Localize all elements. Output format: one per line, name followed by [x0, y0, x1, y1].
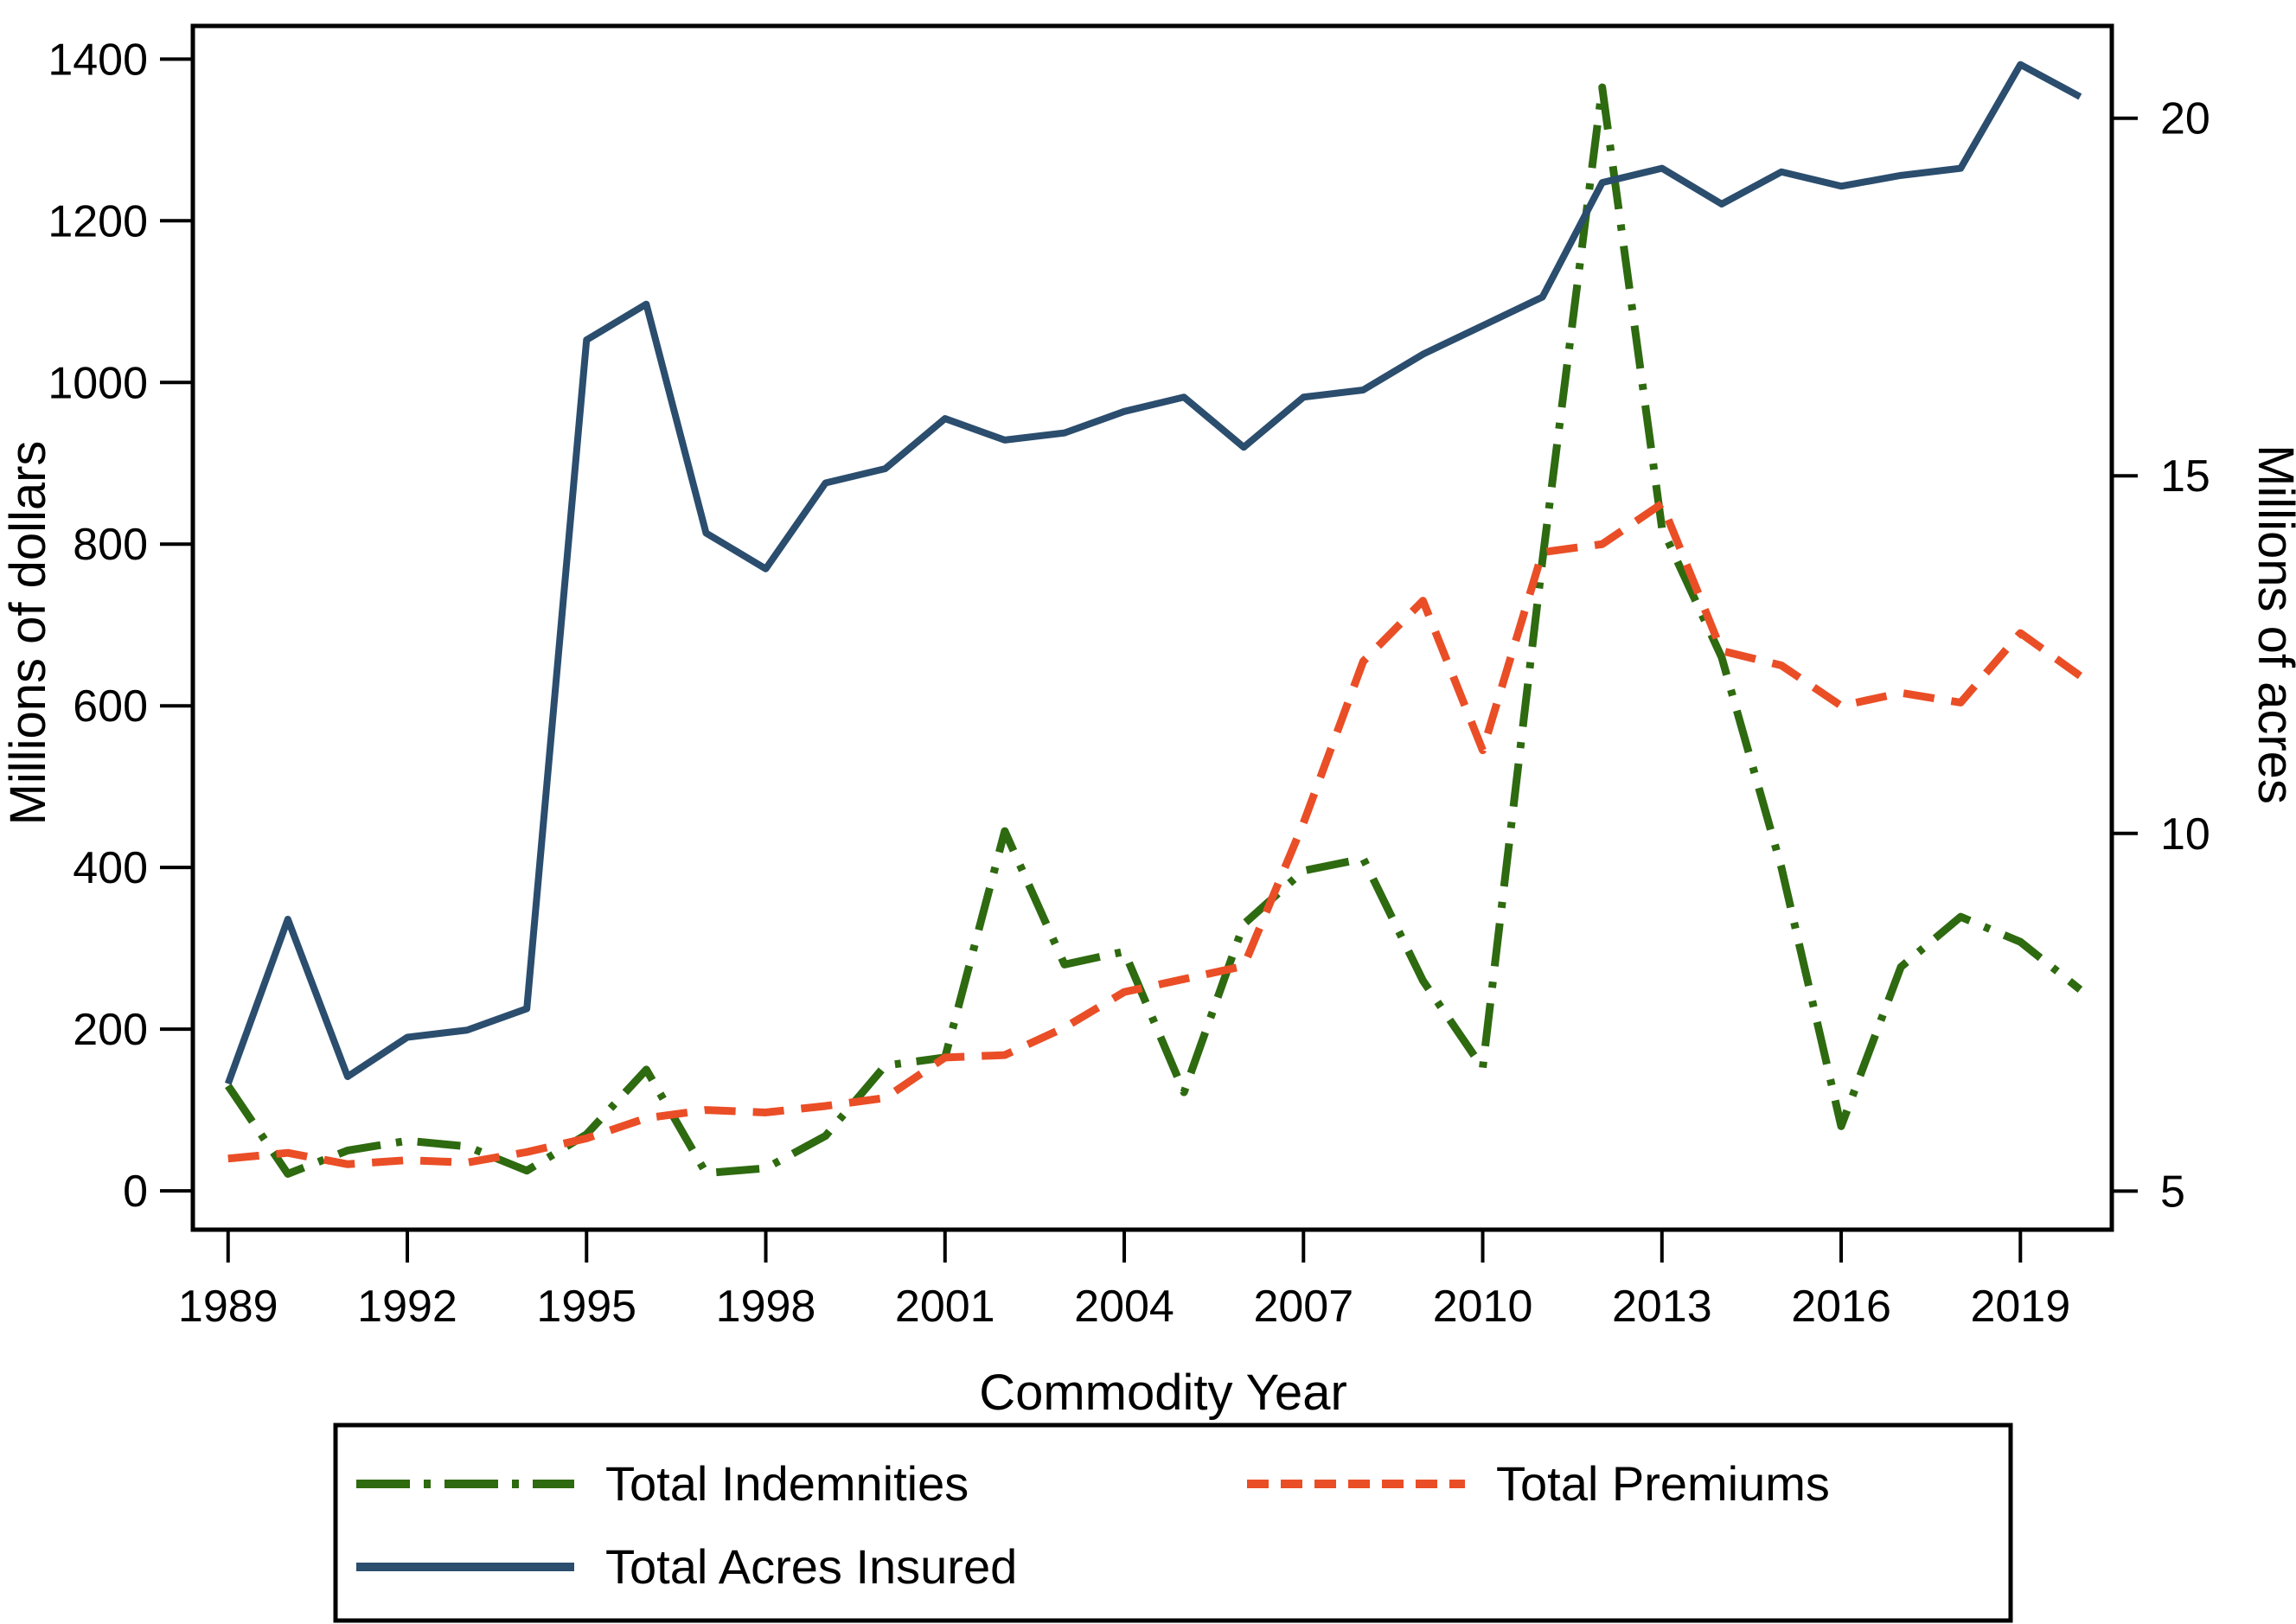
legend-item-total-acres-insured: Total Acres Insured — [356, 1539, 1017, 1594]
y-left-tick-label: 1200 — [48, 196, 148, 246]
x-tick-label: 2001 — [895, 1282, 995, 1332]
x-tick-label: 2007 — [1253, 1282, 1353, 1332]
x-tick-label: 2016 — [1791, 1282, 1891, 1332]
legend-item-total-indemnities: Total Indemnities — [356, 1456, 969, 1511]
y-left-tick-label: 600 — [73, 681, 148, 732]
x-tick-label: 1995 — [536, 1282, 636, 1332]
series-line-total-indemnities — [225, 83, 2083, 1178]
x-tick-label: 2010 — [1433, 1282, 1533, 1332]
x-tick-label: 2013 — [1612, 1282, 1712, 1332]
plot-area: 1989 1992 1995 1998 2001 2004 2007 2010 2013 2016… — [48, 23, 2210, 1332]
y-right-tick-label: 10 — [2160, 809, 2210, 860]
series-line-total-premiums — [227, 499, 2083, 1168]
x-tick-label: 2019 — [1970, 1282, 2070, 1332]
y-left-tick-label: 800 — [73, 520, 148, 570]
y-left-tick-label: 1000 — [48, 358, 148, 408]
x-tick-label: 2004 — [1074, 1282, 1174, 1332]
x-tick-label: 1998 — [716, 1282, 816, 1332]
y-left-tick-label: 1400 — [48, 35, 148, 85]
x-axis-title: Commodity Year — [979, 1365, 1347, 1421]
legend: Total Indemnities Total Premiums Total A… — [333, 1423, 2013, 1623]
series-line-total-acres-insured — [225, 61, 2082, 1085]
x-tick-label: 1992 — [357, 1282, 457, 1332]
y-right-tick-label: 20 — [2160, 94, 2210, 144]
plot-frame — [190, 23, 2114, 1232]
y-left-tick-label: 400 — [73, 843, 148, 893]
y-right-tick-label: 15 — [2160, 451, 2210, 502]
y-left-axis-title: Millions of dollars — [0, 441, 56, 826]
y-left-tick-label: 0 — [123, 1167, 148, 1217]
legend-label-total-premiums: Total Premiums — [1496, 1456, 1830, 1511]
y-left-tick-label: 200 — [73, 1005, 148, 1055]
legend-label-total-acres-insured: Total Acres Insured — [605, 1539, 1017, 1594]
legend-item-total-premiums: Total Premiums — [1247, 1456, 1830, 1511]
y-right-axis-title: Millions of acres — [2248, 444, 2296, 804]
x-tick-label: 1989 — [178, 1282, 278, 1332]
legend-label-total-indemnities: Total Indemnities — [605, 1456, 969, 1511]
y-right-tick-label: 5 — [2160, 1167, 2185, 1217]
legend-box — [333, 1423, 2013, 1623]
